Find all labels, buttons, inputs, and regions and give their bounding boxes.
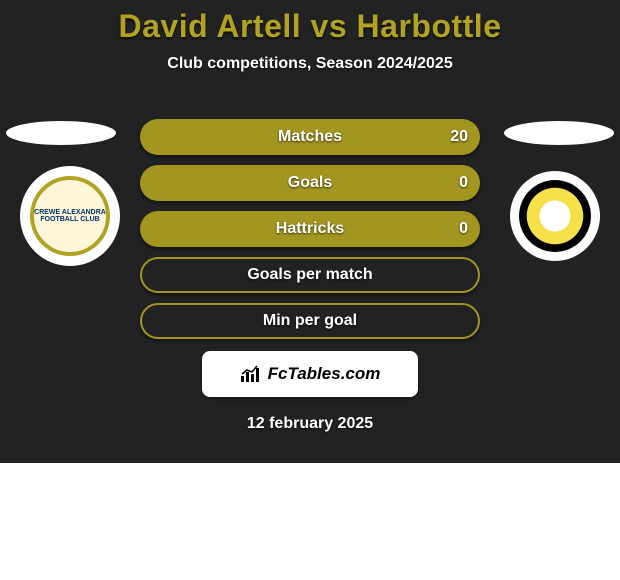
watermark-text: FcTables.com — [268, 364, 381, 384]
bar-value-right: 0 — [459, 174, 468, 192]
bar-matches: Matches 20 — [140, 119, 480, 155]
watermark[interactable]: FcTables.com — [202, 351, 418, 397]
ellipse-left — [6, 121, 116, 145]
stats-bars: Matches 20 Goals 0 Hattricks 0 Goals per… — [140, 91, 480, 339]
bar-hattricks: Hattricks 0 — [140, 211, 480, 247]
subtitle: Club competitions, Season 2024/2025 — [0, 55, 620, 73]
bar-value-right: 20 — [450, 128, 468, 146]
bar-value-right: 0 — [459, 220, 468, 238]
bar-label: Goals per match — [247, 266, 372, 284]
chart-icon — [240, 365, 262, 383]
bar-label: Hattricks — [276, 220, 344, 238]
club-badge-left-label: CREWE ALEXANDRA FOOTBALL CLUB — [30, 176, 110, 256]
date-text: 12 february 2025 — [0, 415, 620, 433]
club-badge-left: CREWE ALEXANDRA FOOTBALL CLUB — [20, 166, 120, 266]
bar-goals: Goals 0 — [140, 165, 480, 201]
bar-min-per-goal: Min per goal — [140, 303, 480, 339]
bar-label: Min per goal — [263, 312, 357, 330]
bar-goals-per-match: Goals per match — [140, 257, 480, 293]
club-badge-right-label — [519, 180, 591, 252]
ellipse-right — [504, 121, 614, 145]
header: David Artell vs Harbottle Club competiti… — [0, 0, 620, 91]
club-badge-right — [510, 171, 600, 261]
page-title: David Artell vs Harbottle — [0, 8, 620, 45]
content-panel: CREWE ALEXANDRA FOOTBALL CLUB Matches 20… — [0, 91, 620, 463]
bar-label: Goals — [288, 174, 332, 192]
bar-label: Matches — [278, 128, 342, 146]
